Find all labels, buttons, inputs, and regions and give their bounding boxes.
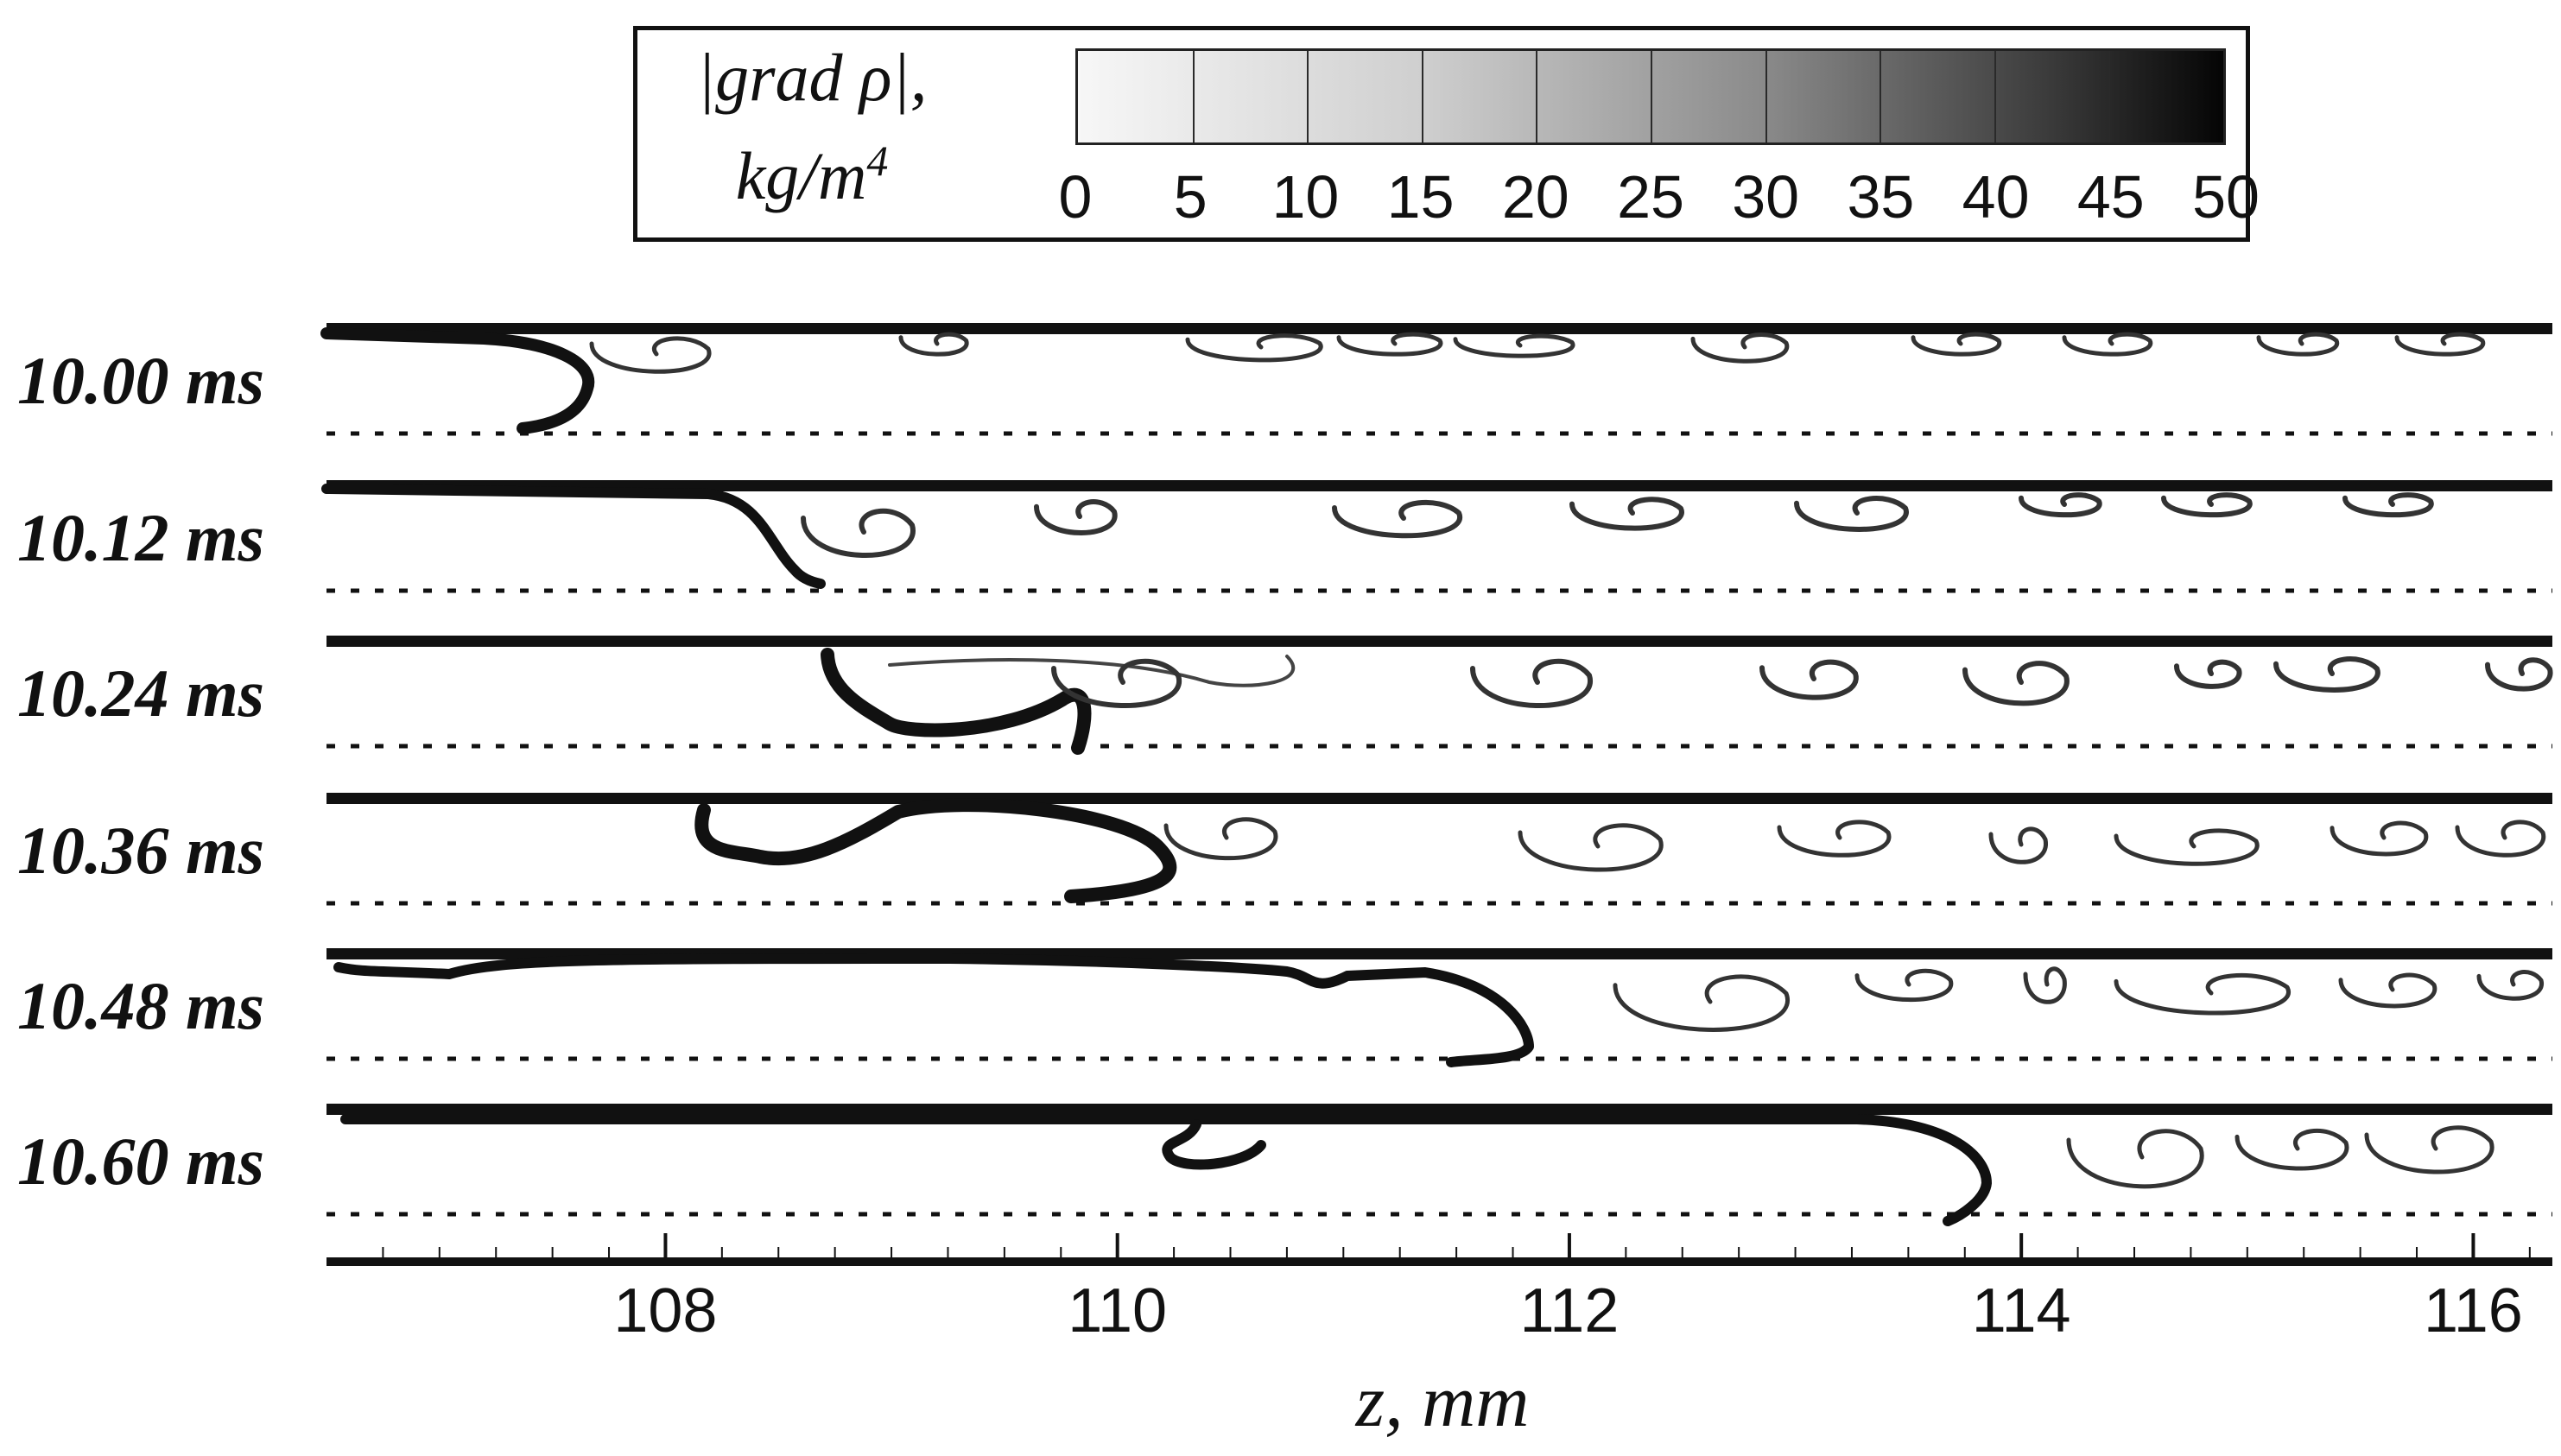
vortex-contour [2364,1125,2494,1174]
colorbar-separator [1307,51,1309,142]
legend-unit-exp: 4 [866,136,889,185]
vortex-contour [1911,332,2001,357]
flame-front [340,1114,1992,1226]
vortex-contour [1163,817,1278,861]
vortex-contour [2455,820,2546,858]
vortex-contour [2476,970,2544,1001]
colorbar-tick-label: 20 [1501,163,1569,231]
panel-time-label: 10.48 ms [17,968,265,1043]
colorbar-separator [1765,51,1767,142]
vortex-contour [2485,657,2553,692]
colorbar-separator [1192,51,1195,142]
flame-front [320,327,595,434]
x-tick-label: 110 [1068,1276,1168,1345]
panel-time-label: 10.00 ms [17,343,265,418]
x-tick-label: 112 [1519,1276,1620,1345]
vortex-contour [1569,497,1684,531]
vortex-contour [2256,332,2339,357]
vortex-contour [2161,492,2253,518]
vortex-contour [1034,499,1118,535]
panel-top-wall [326,480,2552,491]
vortex-contour [1051,658,1182,709]
vortex-contour [2338,972,2437,1009]
vortex-contour [1336,332,1443,357]
colorbar [1075,48,2226,145]
vortex-contour [2114,972,2291,1016]
x-axis-title: z, mm [1355,1359,1530,1442]
x-tick-label: 114 [1971,1276,2071,1345]
colorbar-tick-label: 0 [1058,163,1093,231]
vortex-contour [2114,828,2260,866]
panel-time-label: 10.24 ms [17,655,265,731]
vortex-contour [589,336,712,374]
vortex-contour [1518,823,1664,872]
vortex-contour [801,508,916,558]
vortex-contour [898,332,969,357]
vortex-contour [1470,658,1593,709]
legend-quantity: |grad ρ|, [696,40,928,115]
colorbar-separator [1994,51,1996,142]
colorbar-tick-label: 30 [1732,163,1800,231]
colorbar-tick-label: 10 [1271,163,1340,231]
colorbar-separator [1536,51,1538,142]
vortex-contour [1962,661,2070,706]
legend-unit: kg/m4 [669,119,954,218]
vortex-contour [2330,820,2429,857]
vortex-contour [1759,659,1859,700]
panel-top-wall [326,636,2552,647]
vortex-contour [2174,659,2242,689]
flame-front [694,798,1177,903]
colorbar-tick-label: 25 [1617,163,1684,231]
vortex-contour [1794,496,1909,532]
colorbar-separator [2108,51,2111,142]
vortex-contour [1854,968,1954,1003]
vortex-contour [1690,332,1790,364]
vortex-contour [1453,333,1575,358]
colorbar-tick-label: 5 [1173,163,1208,231]
flame-front [821,648,1092,755]
panel-top-wall [326,793,2552,804]
legend-title: |grad ρ|, kg/m4 [669,36,954,218]
vortex-contour [2273,656,2380,693]
panel-top-wall [326,1104,2552,1115]
flame-wrinkle [888,655,1296,687]
vortex-contour [2235,1129,2349,1171]
colorbar-separator [1880,51,1882,142]
vortex-contour [2023,966,2067,1004]
flame-front [333,953,1534,1067]
x-tick-label: 108 [613,1276,718,1345]
vortex-contour [1185,333,1323,363]
colorbar-separator [1421,51,1423,142]
vortex-contour [2394,332,2485,357]
legend-unit-base: kg/m [735,138,867,213]
vortex-contour [2066,1129,2204,1189]
colorbar-tick-label: 15 [1386,163,1455,231]
flame-pocket [1162,1119,1266,1170]
flame-front [321,484,826,589]
colorbar-tick-label: 40 [1962,163,2030,231]
colorbar-tick-label: 45 [2076,163,2145,231]
vortex-contour [1777,820,1892,858]
panel-time-label: 10.60 ms [17,1124,265,1199]
vortex-contour [1332,499,1462,539]
colorbar-tick-label: 50 [2192,163,2260,231]
panel-time-label: 10.36 ms [17,813,265,888]
vortex-contour [2019,492,2102,518]
vortex-contour [2342,492,2434,518]
panel-time-label: 10.12 ms [17,500,265,575]
vortex-contour [1613,974,1790,1032]
x-axis-line [326,1257,2552,1266]
x-tick-label: 116 [2424,1276,2523,1345]
panel-top-wall [326,323,2552,334]
vortex-contour [2062,332,2152,357]
colorbar-tick-label: 35 [1847,163,1915,231]
colorbar-separator [1651,51,1652,142]
vortex-contour [1988,826,2048,864]
